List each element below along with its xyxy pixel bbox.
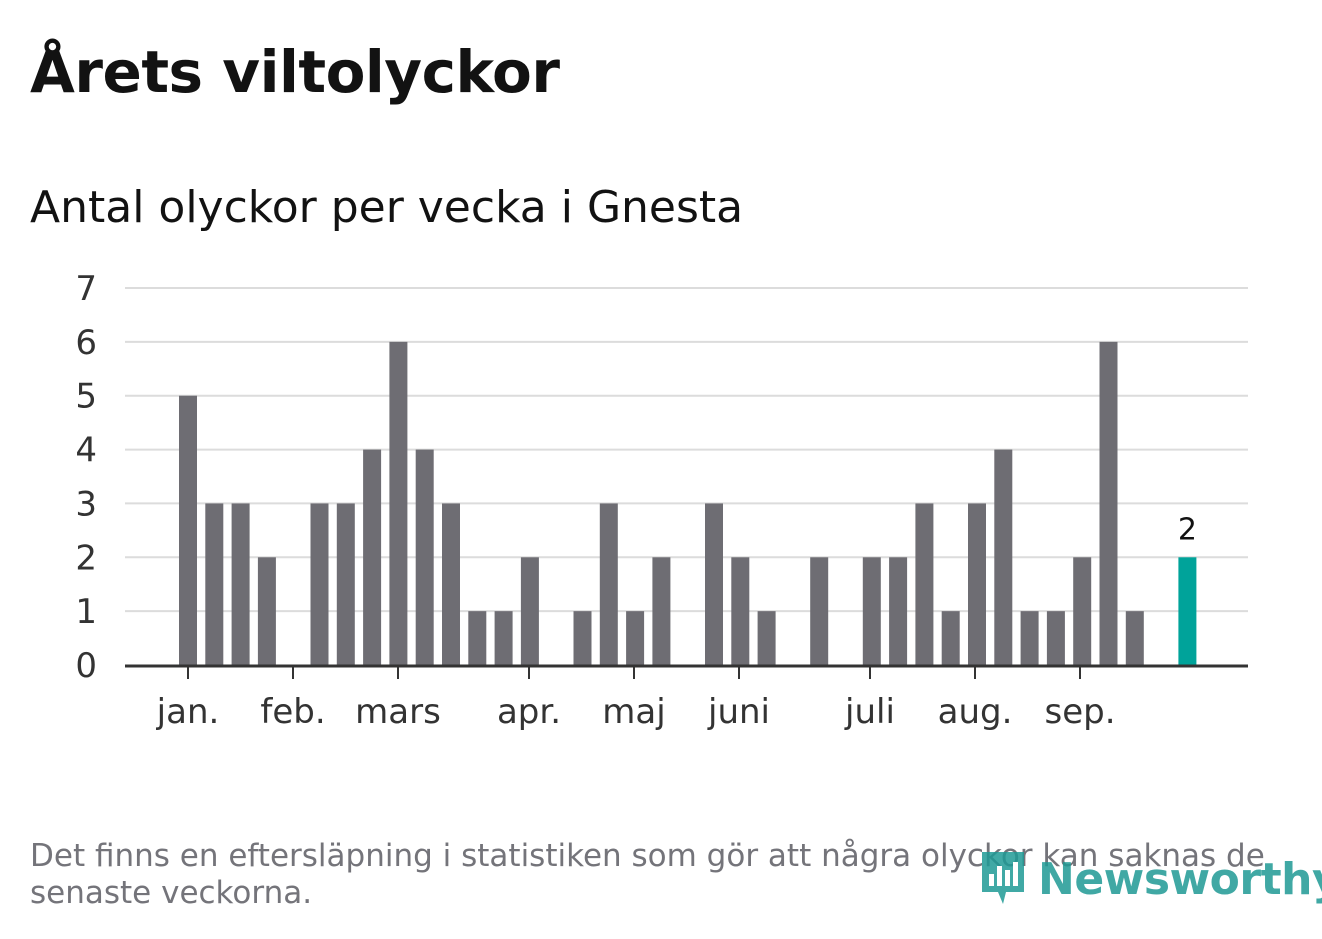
bar-highlight bbox=[1178, 557, 1197, 665]
logo-text: Newsworthy bbox=[1038, 853, 1322, 905]
bar bbox=[442, 503, 460, 665]
bar bbox=[310, 503, 329, 665]
x-tick-label: maj bbox=[602, 692, 665, 732]
bar bbox=[915, 503, 934, 665]
bar bbox=[652, 557, 671, 665]
chart-title: Årets viltolyckor bbox=[30, 38, 560, 106]
y-tick-label: 3 bbox=[75, 484, 97, 524]
bar bbox=[363, 449, 382, 665]
bar bbox=[757, 611, 776, 665]
bar bbox=[257, 557, 276, 665]
x-tick-label: aug. bbox=[938, 692, 1013, 732]
x-tick-label: feb. bbox=[260, 692, 325, 732]
bar-data-label: 2 bbox=[1178, 512, 1197, 547]
bar bbox=[1020, 611, 1039, 665]
bar-chart: 0 1 2 3 4 5 6 7 2 jan. feb. mars apr. maj juni juli au… bbox=[75, 269, 1248, 732]
bar bbox=[389, 341, 408, 665]
bar bbox=[731, 557, 750, 665]
bar bbox=[1046, 611, 1065, 665]
bar bbox=[599, 503, 618, 665]
x-tick-label: juli bbox=[844, 692, 895, 732]
chart-subtitle: Antal olyckor per vecka i Gnesta bbox=[30, 182, 744, 233]
y-tick-label: 4 bbox=[75, 431, 97, 471]
bar bbox=[862, 557, 881, 665]
bar bbox=[415, 449, 434, 665]
bar bbox=[231, 503, 250, 665]
x-axis: jan. feb. mars apr. maj juni juli aug. sep. bbox=[125, 664, 1248, 732]
bar bbox=[994, 449, 1013, 665]
newsworthy-logo[interactable]: Newsworthy bbox=[978, 846, 1322, 912]
bar bbox=[889, 557, 908, 665]
y-axis-ticks: 0 1 2 3 4 5 6 7 bbox=[75, 269, 97, 686]
y-tick-label: 7 bbox=[75, 269, 97, 309]
x-tick-label: juni bbox=[707, 692, 770, 732]
bar bbox=[1099, 341, 1118, 665]
bar bbox=[1073, 557, 1092, 665]
y-tick-label: 0 bbox=[75, 646, 97, 686]
bar bbox=[626, 611, 645, 665]
x-tick-label: apr. bbox=[497, 692, 561, 732]
bar bbox=[468, 611, 487, 665]
bar bbox=[1125, 611, 1144, 665]
newsworthy-logo-icon bbox=[982, 852, 1024, 904]
bar bbox=[336, 503, 355, 665]
y-tick-label: 2 bbox=[75, 538, 97, 578]
bar bbox=[179, 395, 197, 665]
y-tick-label: 5 bbox=[75, 377, 97, 417]
footnote: Det finns en eftersläpning i statistiken… bbox=[30, 838, 1265, 911]
bar bbox=[941, 611, 960, 665]
bar bbox=[494, 611, 513, 665]
x-tick-label: jan. bbox=[156, 692, 220, 732]
bar bbox=[968, 503, 986, 665]
y-tick-label: 6 bbox=[75, 323, 97, 363]
x-tick-label: sep. bbox=[1044, 692, 1115, 732]
bar bbox=[205, 503, 224, 665]
bar bbox=[520, 557, 539, 665]
bar bbox=[705, 503, 723, 665]
bar bbox=[573, 611, 592, 665]
bars: 2 bbox=[179, 341, 1197, 665]
bar bbox=[810, 557, 829, 665]
y-tick-label: 1 bbox=[75, 592, 97, 632]
x-tick-label: mars bbox=[355, 692, 441, 732]
